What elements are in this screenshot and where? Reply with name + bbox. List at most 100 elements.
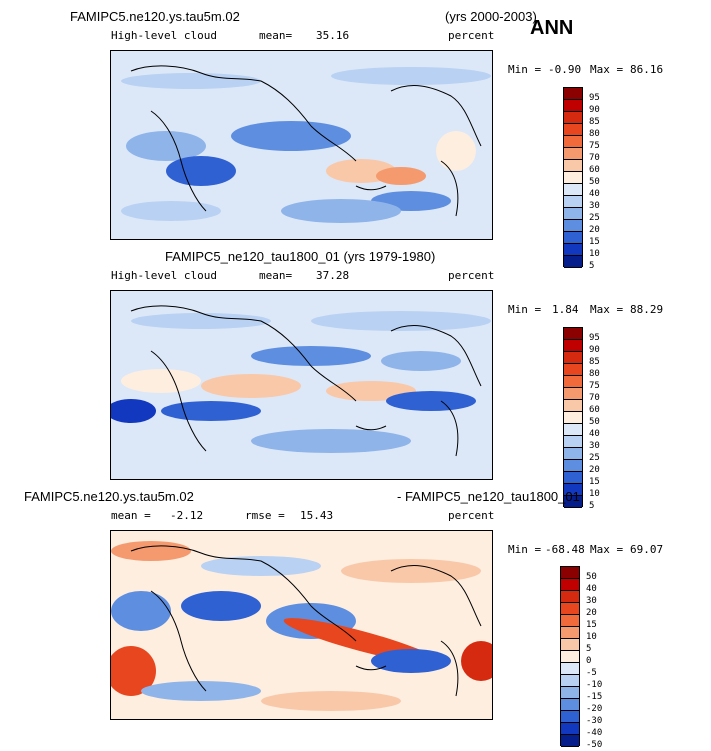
colorbar-swatch <box>564 112 582 124</box>
colorbar-label: 5 <box>589 261 595 271</box>
colorbar-swatch <box>564 220 582 232</box>
panel1-max-label: Max = <box>590 63 624 76</box>
colorbar-swatch <box>564 136 582 148</box>
panel1-min-label: Min = <box>508 63 542 76</box>
panel3-map <box>110 530 493 720</box>
colorbar-label: 15 <box>586 620 597 630</box>
colorbar-label: 40 <box>589 189 600 199</box>
case-name-top: FAMIPC5.ne120.ys.tau5m.02 <box>70 9 240 24</box>
colorbar-swatch <box>561 567 579 579</box>
panel1-units: percent <box>448 29 495 42</box>
panel2-mean-value: 37.28 <box>316 269 350 282</box>
panel1-map <box>110 50 493 240</box>
panel1-mean-label: mean= <box>259 29 293 42</box>
colorbar-label: -10 <box>586 680 603 690</box>
colorbar-label: 85 <box>589 117 600 127</box>
colorbar-label: 30 <box>586 596 597 606</box>
panel3-min-value: -68.48 <box>545 543 585 556</box>
panel3-colorbar: 50 40 30 20 15 10 5 0 -5 -10 -15 -20 -30 -40 -50 <box>560 566 602 750</box>
case-name-bottom-right: - FAMIPC5_ne120_tau1800_01 <box>397 489 580 504</box>
panel3-min-label: Min = <box>508 543 542 556</box>
colorbar-label: -50 <box>586 740 603 750</box>
colorbar-swatch <box>561 675 579 687</box>
colorbar-label: 95 <box>589 93 600 103</box>
panel3-max-label: Max = <box>590 543 624 556</box>
colorbar-label: -30 <box>586 716 603 726</box>
case-name-mid: FAMIPC5_ne120_tau1800_01 (yrs 1979-1980) <box>165 249 436 264</box>
colorbar-label: 75 <box>589 141 600 151</box>
colorbar-swatch <box>561 699 579 711</box>
case-name-bottom-left: FAMIPC5.ne120.ys.tau5m.02 <box>24 489 194 504</box>
colorbar-swatch <box>561 627 579 639</box>
colorbar-swatch <box>561 579 579 591</box>
colorbar-label: -5 <box>586 668 597 678</box>
colorbar-label: 50 <box>586 572 597 582</box>
colorbar-label: 90 <box>589 105 600 115</box>
colorbar-label: 25 <box>589 213 600 223</box>
colorbar-swatch <box>564 88 582 100</box>
colorbar-swatch <box>564 400 582 412</box>
colorbar-swatch <box>564 436 582 448</box>
panel1-max-value: 86.16 <box>630 63 664 76</box>
colorbar-swatch <box>561 687 579 699</box>
colorbar-swatch <box>564 232 582 244</box>
colorbar-label: 50 <box>589 417 600 427</box>
colorbar-label: 50 <box>589 177 600 187</box>
colorbar-swatch <box>564 472 582 484</box>
colorbar-label: 15 <box>589 477 600 487</box>
panel2-variable: High-level cloud <box>111 269 217 282</box>
colorbar-swatch <box>561 723 579 735</box>
colorbar-label: 10 <box>586 632 597 642</box>
colorbar-label: 30 <box>589 201 600 211</box>
colorbar-swatch <box>561 591 579 603</box>
panel3-rmse-value: 15.43 <box>300 509 334 522</box>
years-top: (yrs 2000-2003) <box>445 9 537 24</box>
panel2-units: percent <box>448 269 495 282</box>
colorbar-label: 20 <box>586 608 597 618</box>
colorbar-swatch <box>564 160 582 172</box>
colorbar-label: 80 <box>589 129 600 139</box>
colorbar-swatch <box>564 376 582 388</box>
panel1-variable: High-level cloud <box>111 29 217 42</box>
colorbar-swatch <box>564 460 582 472</box>
colorbar-swatch <box>564 364 582 376</box>
colorbar-label: 0 <box>586 656 592 666</box>
colorbar-label: 70 <box>589 393 600 403</box>
colorbar-label: 25 <box>589 453 600 463</box>
colorbar-label: 60 <box>589 405 600 415</box>
colorbar-swatch <box>564 424 582 436</box>
colorbar-swatch <box>564 484 582 496</box>
panel2-max-label: Max = <box>590 303 624 316</box>
colorbar-label: -20 <box>586 704 603 714</box>
colorbar-swatch <box>564 328 582 340</box>
colorbar-swatch <box>564 352 582 364</box>
colorbar-swatch <box>564 124 582 136</box>
colorbar-label: 10 <box>589 249 600 259</box>
colorbar-swatch <box>561 663 579 675</box>
colorbar-label: 70 <box>589 153 600 163</box>
panel3-rmse-label: rmse = <box>245 509 285 522</box>
season-label: ANN <box>530 17 574 39</box>
colorbar-swatch <box>564 172 582 184</box>
panel2-colorbar: 95 90 85 80 75 70 60 50 40 30 25 20 15 10 5 <box>563 327 600 511</box>
colorbar-label: -15 <box>586 692 603 702</box>
colorbar-swatch <box>564 100 582 112</box>
panel2-min-value: 1.84 <box>552 303 579 316</box>
colorbar-swatch <box>561 615 579 627</box>
colorbar-label: 75 <box>589 381 600 391</box>
colorbar-swatch <box>564 388 582 400</box>
panel2-min-label: Min = <box>508 303 542 316</box>
colorbar-label: -40 <box>586 728 603 738</box>
panel1-min-value: -0.90 <box>548 63 582 76</box>
colorbar-swatch <box>564 340 582 352</box>
colorbar-label: 60 <box>589 165 600 175</box>
colorbar-label: 10 <box>589 489 600 499</box>
colorbar-swatch <box>564 148 582 160</box>
panel3-max-value: 69.07 <box>630 543 664 556</box>
colorbar-label: 15 <box>589 237 600 247</box>
colorbar-swatch <box>564 244 582 256</box>
colorbar-swatch <box>561 639 579 651</box>
colorbar-swatch <box>564 184 582 196</box>
colorbar-label: 5 <box>589 501 595 511</box>
panel3-units: percent <box>448 509 495 522</box>
